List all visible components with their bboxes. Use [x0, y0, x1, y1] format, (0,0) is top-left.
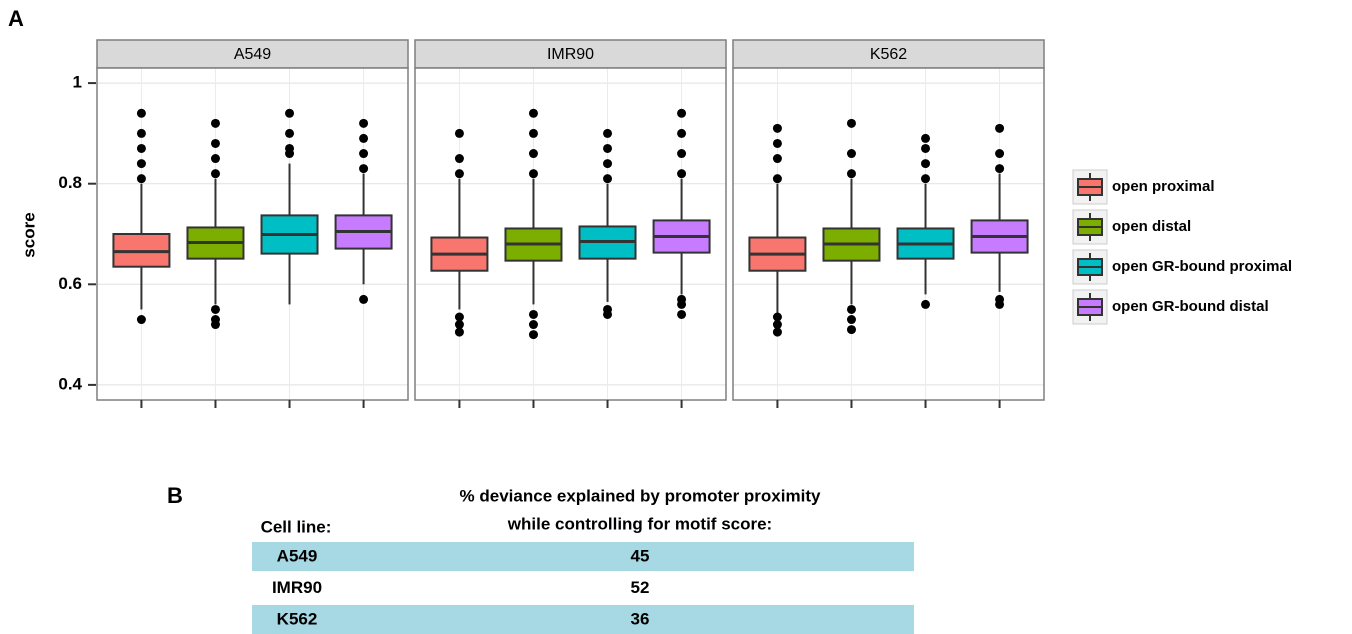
legend-label: open GR-bound proximal [1112, 258, 1292, 275]
outlier [772, 154, 782, 164]
outlier [846, 304, 856, 314]
outlier [210, 304, 220, 314]
outlier [528, 320, 538, 330]
outlier [677, 169, 687, 179]
legend-label: open proximal [1112, 178, 1215, 195]
outlier [454, 154, 464, 164]
outlier [136, 174, 146, 184]
table-header: Cell line: [261, 517, 332, 536]
outlier [677, 149, 687, 159]
outlier [210, 315, 220, 325]
strip-label: A549 [234, 46, 271, 63]
outlier [210, 169, 220, 179]
outlier [772, 174, 782, 184]
strip-label: K562 [870, 46, 907, 63]
outlier [454, 169, 464, 179]
table-row-bg [252, 605, 914, 634]
outlier [995, 149, 1005, 159]
outlier [210, 138, 220, 148]
y-tick-label: 0.8 [58, 173, 82, 192]
outlier [359, 118, 369, 128]
outlier [454, 128, 464, 138]
outlier [772, 327, 782, 337]
outlier [921, 174, 931, 184]
outlier [210, 118, 220, 128]
outlier [454, 320, 464, 330]
strip [414, 39, 727, 69]
table-title: % deviance explained by promoter proximi… [460, 486, 821, 505]
table-cell: 52 [631, 578, 650, 597]
table-row-bg [252, 542, 914, 571]
outlier [285, 128, 295, 138]
outlier [921, 299, 931, 309]
table-cell: 36 [631, 609, 650, 628]
outlier [285, 108, 295, 118]
outlier [772, 320, 782, 330]
outlier [921, 143, 931, 153]
outlier [528, 330, 538, 340]
outlier [136, 315, 146, 325]
panel-label: A [8, 6, 24, 31]
table-cell: K562 [277, 609, 318, 628]
y-tick-label: 1 [73, 73, 82, 92]
strip-label: IMR90 [547, 46, 594, 63]
outlier [285, 143, 295, 153]
outlier [136, 128, 146, 138]
outlier [528, 128, 538, 138]
panel-label: B [167, 483, 183, 508]
outlier [359, 149, 369, 159]
panel-border [96, 67, 409, 401]
outlier [136, 143, 146, 153]
outlier [603, 304, 613, 314]
outlier [772, 123, 782, 133]
outlier [921, 159, 931, 169]
table-cell: IMR90 [272, 578, 322, 597]
outlier [603, 143, 613, 153]
outlier [995, 123, 1005, 133]
outlier [677, 309, 687, 319]
outlier [528, 149, 538, 159]
outlier [603, 159, 613, 169]
outlier [846, 118, 856, 128]
outlier [846, 315, 856, 325]
panel-border [414, 67, 727, 401]
outlier [772, 138, 782, 148]
outlier [677, 128, 687, 138]
outlier [359, 164, 369, 174]
outlier [136, 108, 146, 118]
outlier [677, 294, 687, 304]
outlier [454, 312, 464, 322]
outlier [995, 164, 1005, 174]
outlier [846, 169, 856, 179]
table-cell: A549 [277, 546, 318, 565]
table-cell: 45 [631, 546, 650, 565]
outlier [136, 159, 146, 169]
panel-border [732, 67, 1045, 401]
strip [96, 39, 409, 69]
y-tick-label: 0.4 [58, 374, 82, 393]
strip [732, 39, 1045, 69]
table-title: while controlling for motif score: [507, 514, 772, 533]
outlier [454, 327, 464, 337]
outlier [921, 133, 931, 143]
outlier [359, 133, 369, 143]
legend-label: open GR-bound distal [1112, 298, 1269, 315]
outlier [528, 108, 538, 118]
outlier [359, 294, 369, 304]
outlier [603, 174, 613, 184]
outlier [772, 312, 782, 322]
outlier [528, 169, 538, 179]
outlier [846, 149, 856, 159]
outlier [210, 154, 220, 164]
outlier [603, 128, 613, 138]
outlier [677, 108, 687, 118]
y-tick-label: 0.6 [58, 274, 82, 293]
outlier [528, 309, 538, 319]
outlier [995, 294, 1005, 304]
y-axis-label: score [19, 212, 38, 257]
outlier [846, 325, 856, 335]
legend-label: open distal [1112, 218, 1191, 235]
